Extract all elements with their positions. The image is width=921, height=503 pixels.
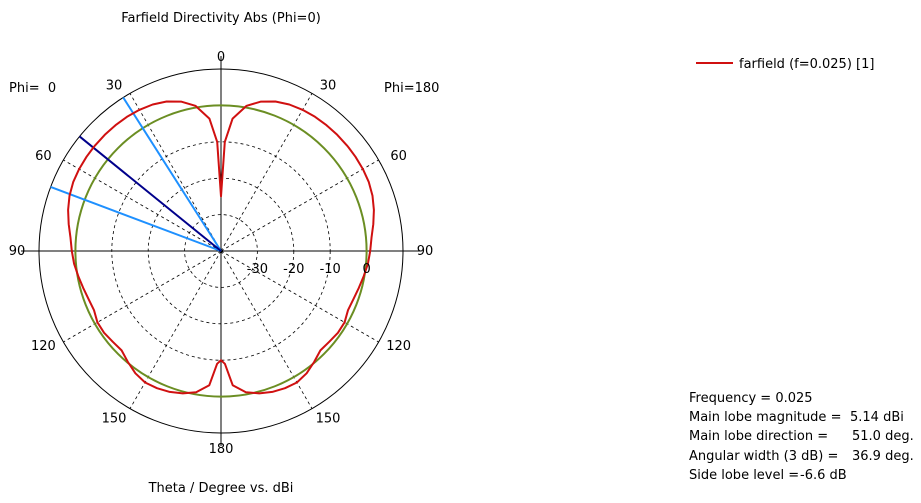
spoke-60-right [220,159,379,252]
spoke-60-left [63,159,222,252]
stat-main-lobe-magnitude-label: Main lobe magnitude = [689,410,842,426]
stat-angular-width-value: 36.9 deg. [852,448,914,464]
radial-tick-label-0: -30 [247,262,268,277]
angle-label-30-left: 30 [106,78,123,93]
angle-label-150-left: 150 [102,412,127,427]
chart-labels: Farfield Directivity Abs (Phi=0) Theta /… [9,11,440,496]
angle-label-60-left: 60 [35,149,52,164]
angle-label-30-right: 30 [320,78,337,93]
spoke-150-left [129,250,222,409]
angle-label-180-right: 180 [209,442,234,457]
chart-title: Farfield Directivity Abs (Phi=0) [121,11,321,26]
x-axis-label: Theta / Degree vs. dBi [148,481,294,496]
radial-tick-label-2: -10 [320,262,341,277]
reference-circle [74,104,368,398]
radial-tick-label-3: 0 [362,262,370,277]
series-farfield-curve [67,100,375,395]
angle-label-60-right: 60 [390,149,407,164]
angle-label-120-left: 120 [31,339,56,354]
stat-side-lobe-level-value: -6.6 dB [800,467,847,483]
stat-side-lobe-level-label: Side lobe level = [689,467,800,483]
pattern-layer [50,96,375,398]
stat-angular-width-label: Angular width (3 dB) = [689,448,839,464]
phi-right-label: Phi=180 [384,81,439,96]
spoke-30-right [220,93,313,252]
legend-label: farfield (f=0.025) [1] [739,57,874,72]
stat-main-lobe-magnitude-value: 5.14 dBi [850,410,904,426]
stat-frequency: Frequency = 0.025 [689,391,813,406]
angle-label-120-right: 120 [386,339,411,354]
angle-label-90-right: 90 [417,244,434,259]
spoke-30-left [129,93,222,252]
angle-label-0-right: 0 [217,50,225,65]
stat-main-lobe-direction-label: Main lobe direction = [689,429,829,445]
spoke-120-left [63,250,222,343]
stat-main-lobe-direction-value: 51.0 deg. [852,429,914,445]
spoke-120-right [220,250,379,343]
legend: farfield (f=0.025) [1] [696,57,874,72]
beamwidth-line-1 [50,186,222,252]
phi-left-label: Phi= 0 [9,81,56,96]
main-lobe-direction-line [78,135,222,252]
radial-tick-label-1: -20 [283,262,304,277]
beamwidth-line-0 [122,96,222,252]
angle-label-150-right: 150 [316,412,341,427]
angle-label-90-left: 90 [9,244,26,259]
